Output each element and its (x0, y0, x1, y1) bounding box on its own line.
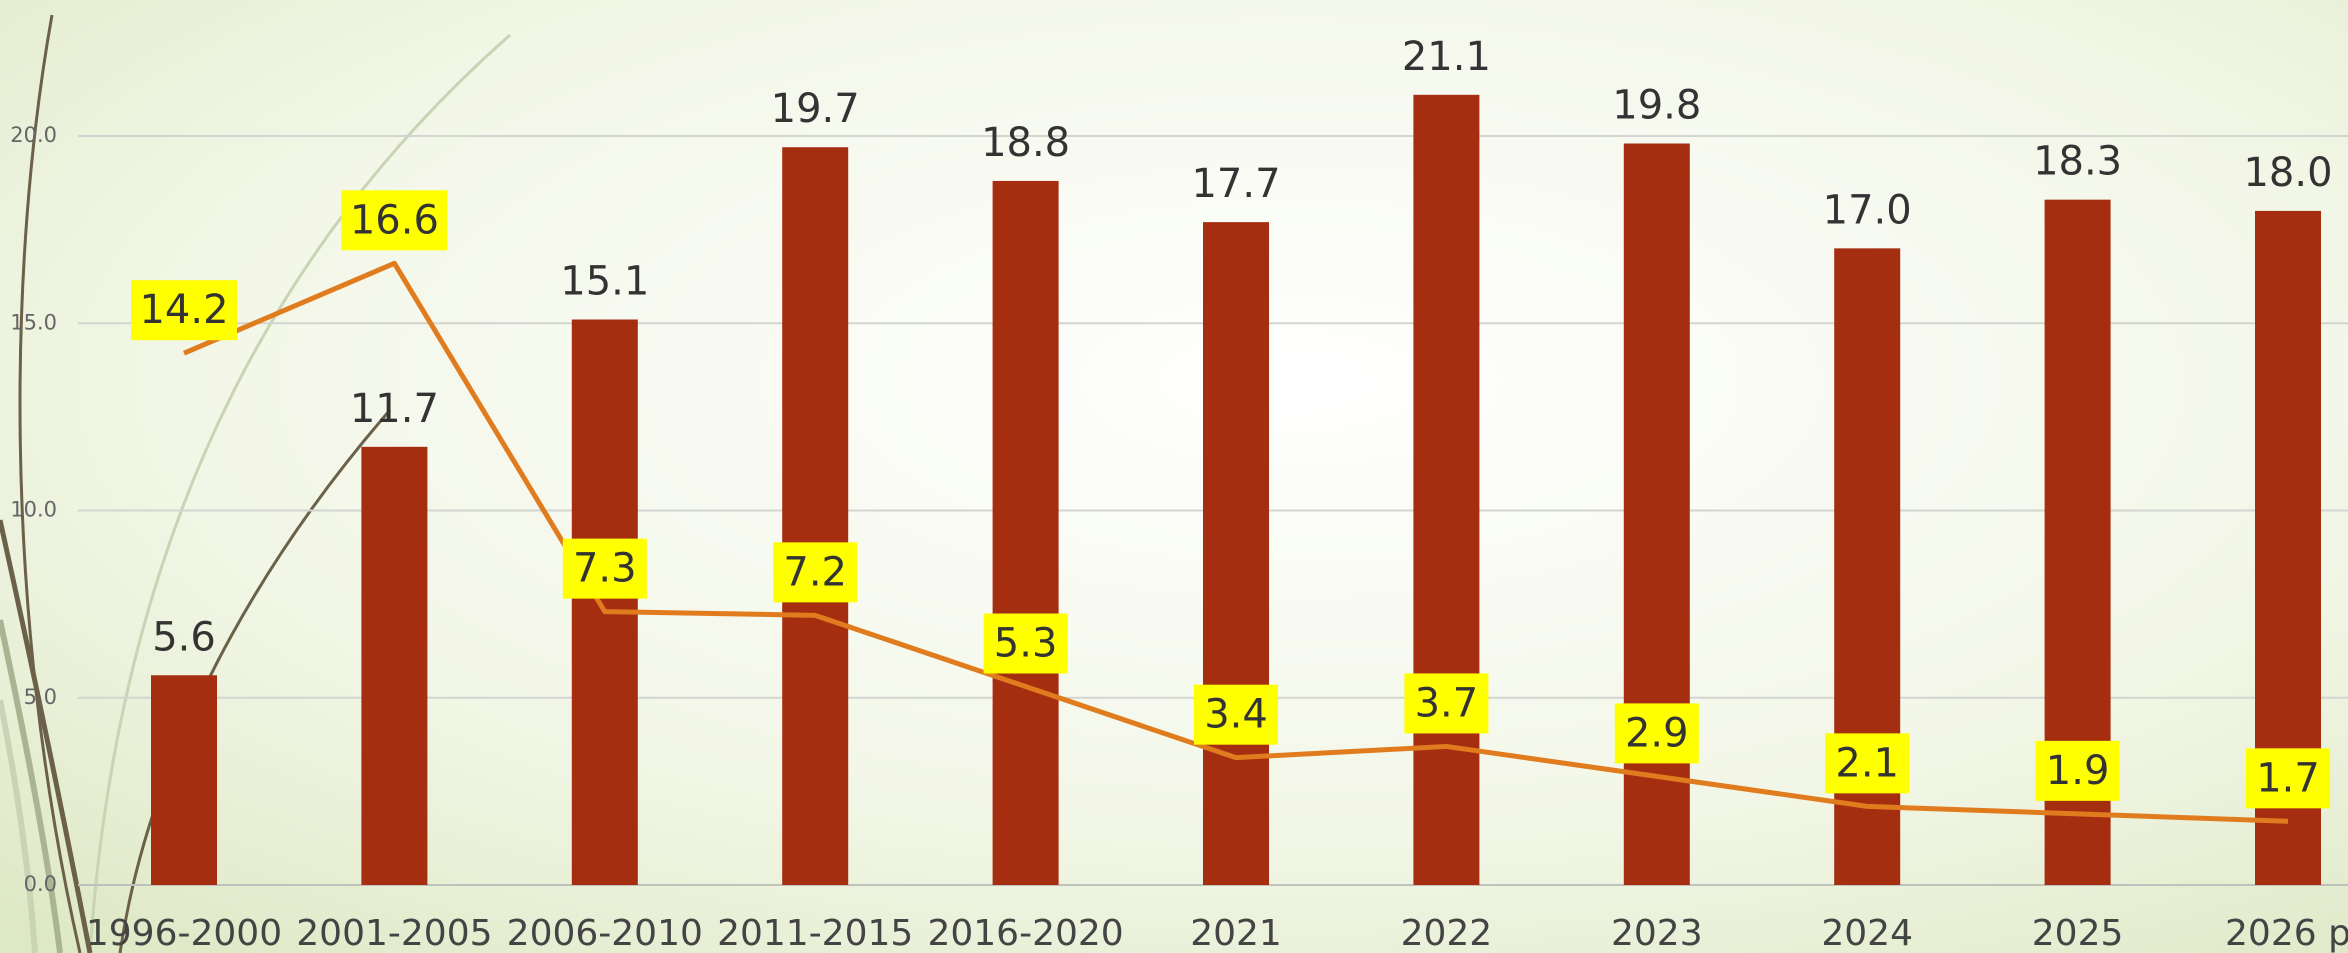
line (183, 260, 2289, 824)
line-value-label: 1.7 (2256, 755, 2320, 801)
value-label-box (1825, 733, 1910, 794)
value-label-box (1404, 673, 1489, 734)
x-tick-label: 2021 (1190, 913, 1282, 953)
line-value-label: 3.4 (1204, 692, 1268, 738)
value-label-box (1194, 684, 1278, 745)
line-value-label: 16.6 (350, 197, 439, 243)
y-tick-label: 5.0 (24, 685, 57, 709)
bar-value-label: 18.3 (2033, 139, 2122, 185)
x-tick-label: 2023 (1611, 913, 1703, 953)
x-tick-label: 2006-2010 (507, 913, 703, 953)
value-label-box (773, 542, 858, 603)
decoration (0, 14, 511, 953)
value-label-box (983, 613, 1068, 674)
line-value-label: 7.3 (573, 546, 637, 592)
line-value-label: 1.9 (2046, 748, 2110, 794)
bar (571, 319, 638, 885)
bar-value-label: 15.1 (560, 259, 649, 305)
value-label-box (341, 190, 448, 251)
x-tick-label: 2026 p (2225, 913, 2348, 953)
bar-value-label: 5.6 (152, 614, 216, 660)
bar-value-label: 19.8 (1612, 82, 1701, 128)
bar (151, 675, 217, 885)
x-tick-label: 2024 (1821, 913, 1913, 953)
line-value-label: 5.3 (994, 621, 1058, 667)
line-value-label: 14.2 (139, 287, 228, 333)
bar-value-label: 17.0 (1823, 187, 1912, 233)
y-tick-label: 10.0 (10, 498, 57, 522)
value-label-box (1614, 703, 1699, 764)
x-tick-label: 2022 (1401, 913, 1493, 953)
value-label-box (562, 538, 647, 599)
bar-value-label: 18.8 (981, 120, 1070, 166)
bar-value-label: 19.7 (771, 86, 860, 132)
bar (1413, 94, 1480, 886)
x-tick-label: 1996-2000 (86, 913, 282, 953)
line-value-label: 2.1 (1835, 740, 1899, 786)
bar (782, 147, 849, 886)
y-tick-label: 20.0 (10, 123, 57, 147)
bar-value-label: 11.7 (350, 386, 439, 432)
x-tick-label: 2001-2005 (296, 913, 492, 953)
x-tick-label: 2016-2020 (927, 913, 1123, 953)
y-tick-label: 0.0 (24, 872, 57, 896)
bar (361, 446, 428, 885)
bar (992, 180, 1059, 885)
value-label-box (2035, 740, 2120, 801)
bar-value-label: 17.7 (1191, 161, 1280, 207)
bar (1203, 222, 1269, 885)
value-label-box (2246, 748, 2330, 809)
x-tick-label: 2025 (2032, 913, 2124, 953)
line-value-label: 7.2 (783, 549, 847, 595)
line-value-label: 3.7 (1415, 680, 1479, 726)
bar-value-label: 18.0 (2243, 150, 2332, 196)
bar-value-label: 21.1 (1402, 34, 1491, 80)
value-label-box (131, 280, 237, 341)
y-tick-label: 15.0 (10, 310, 57, 334)
line-value-label: 2.9 (1625, 710, 1689, 756)
x-tick-label: 2011-2015 (717, 913, 913, 953)
